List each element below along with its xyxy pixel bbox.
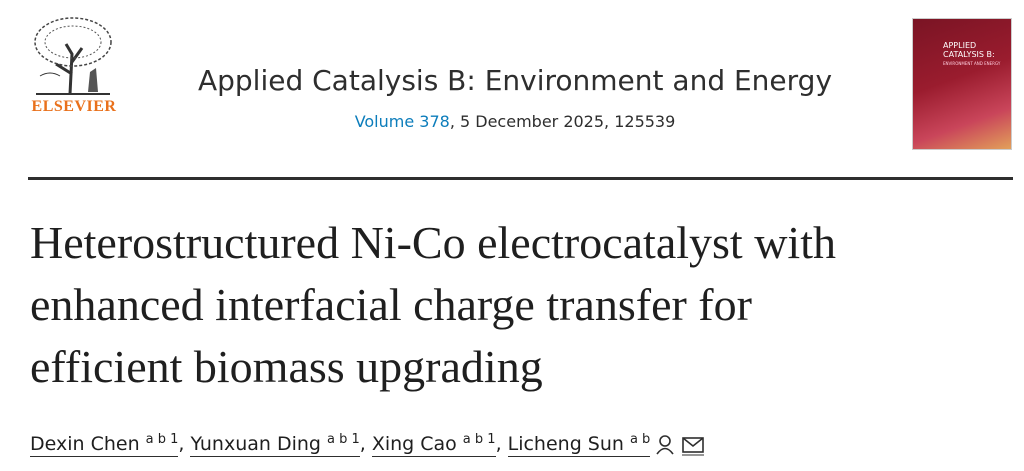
cover-subtitle: ENVIRONMENT AND ENERGY [943, 61, 1001, 66]
publisher-name: ELSEVIER [31, 98, 117, 115]
divider [28, 177, 1013, 180]
author-name: Dexin Chen [30, 433, 140, 455]
author[interactable]: Xing Cao a b 1 [371, 432, 496, 457]
cover-title: APPLIED CATALYSIS B: [943, 41, 995, 59]
author[interactable]: Dexin Chen a b 1 [30, 432, 179, 457]
author[interactable]: Yunxuan Ding a b 1 [190, 432, 360, 457]
author-name: Yunxuan Ding [190, 433, 321, 455]
publisher-logo[interactable] [26, 14, 120, 118]
volume-link[interactable]: Volume 378 [354, 112, 450, 131]
author-separator: , [359, 433, 366, 455]
contact-icons[interactable] [656, 434, 706, 456]
author-separator: , [495, 433, 502, 455]
title-line: Heterostructured Ni-Co electrocatalyst w… [30, 217, 836, 268]
author-name: Xing Cao [371, 433, 457, 455]
issue-info: , 5 December 2025, 125539 [449, 112, 676, 131]
author-affiliations: a b 1 [145, 432, 179, 447]
journal-cover[interactable]: APPLIED CATALYSIS B: ENVIRONMENT AND ENE… [912, 18, 1012, 150]
author-affiliations: a b 1 [462, 432, 496, 447]
journal-info: Volume 378, 5 December 2025, 125539 [130, 112, 900, 131]
title-line: enhanced interfacial charge transfer for [30, 279, 752, 330]
author[interactable]: Licheng Sun a b [507, 432, 651, 457]
author-affiliations: a b [629, 432, 651, 447]
author-affiliations: a b 1 [327, 432, 360, 447]
author-separator: , [178, 433, 185, 455]
journal-title[interactable]: Applied Catalysis B: Environment and Ene… [197, 64, 833, 97]
author-name: Licheng Sun [507, 433, 624, 455]
article-title: Heterostructured Ni-Co electrocatalyst w… [30, 212, 836, 398]
author-list: Dexin Chen a b 1, Yunxuan Ding a b 1, Xing C… [30, 432, 706, 457]
title-line: efficient biomass upgrading [30, 341, 543, 392]
